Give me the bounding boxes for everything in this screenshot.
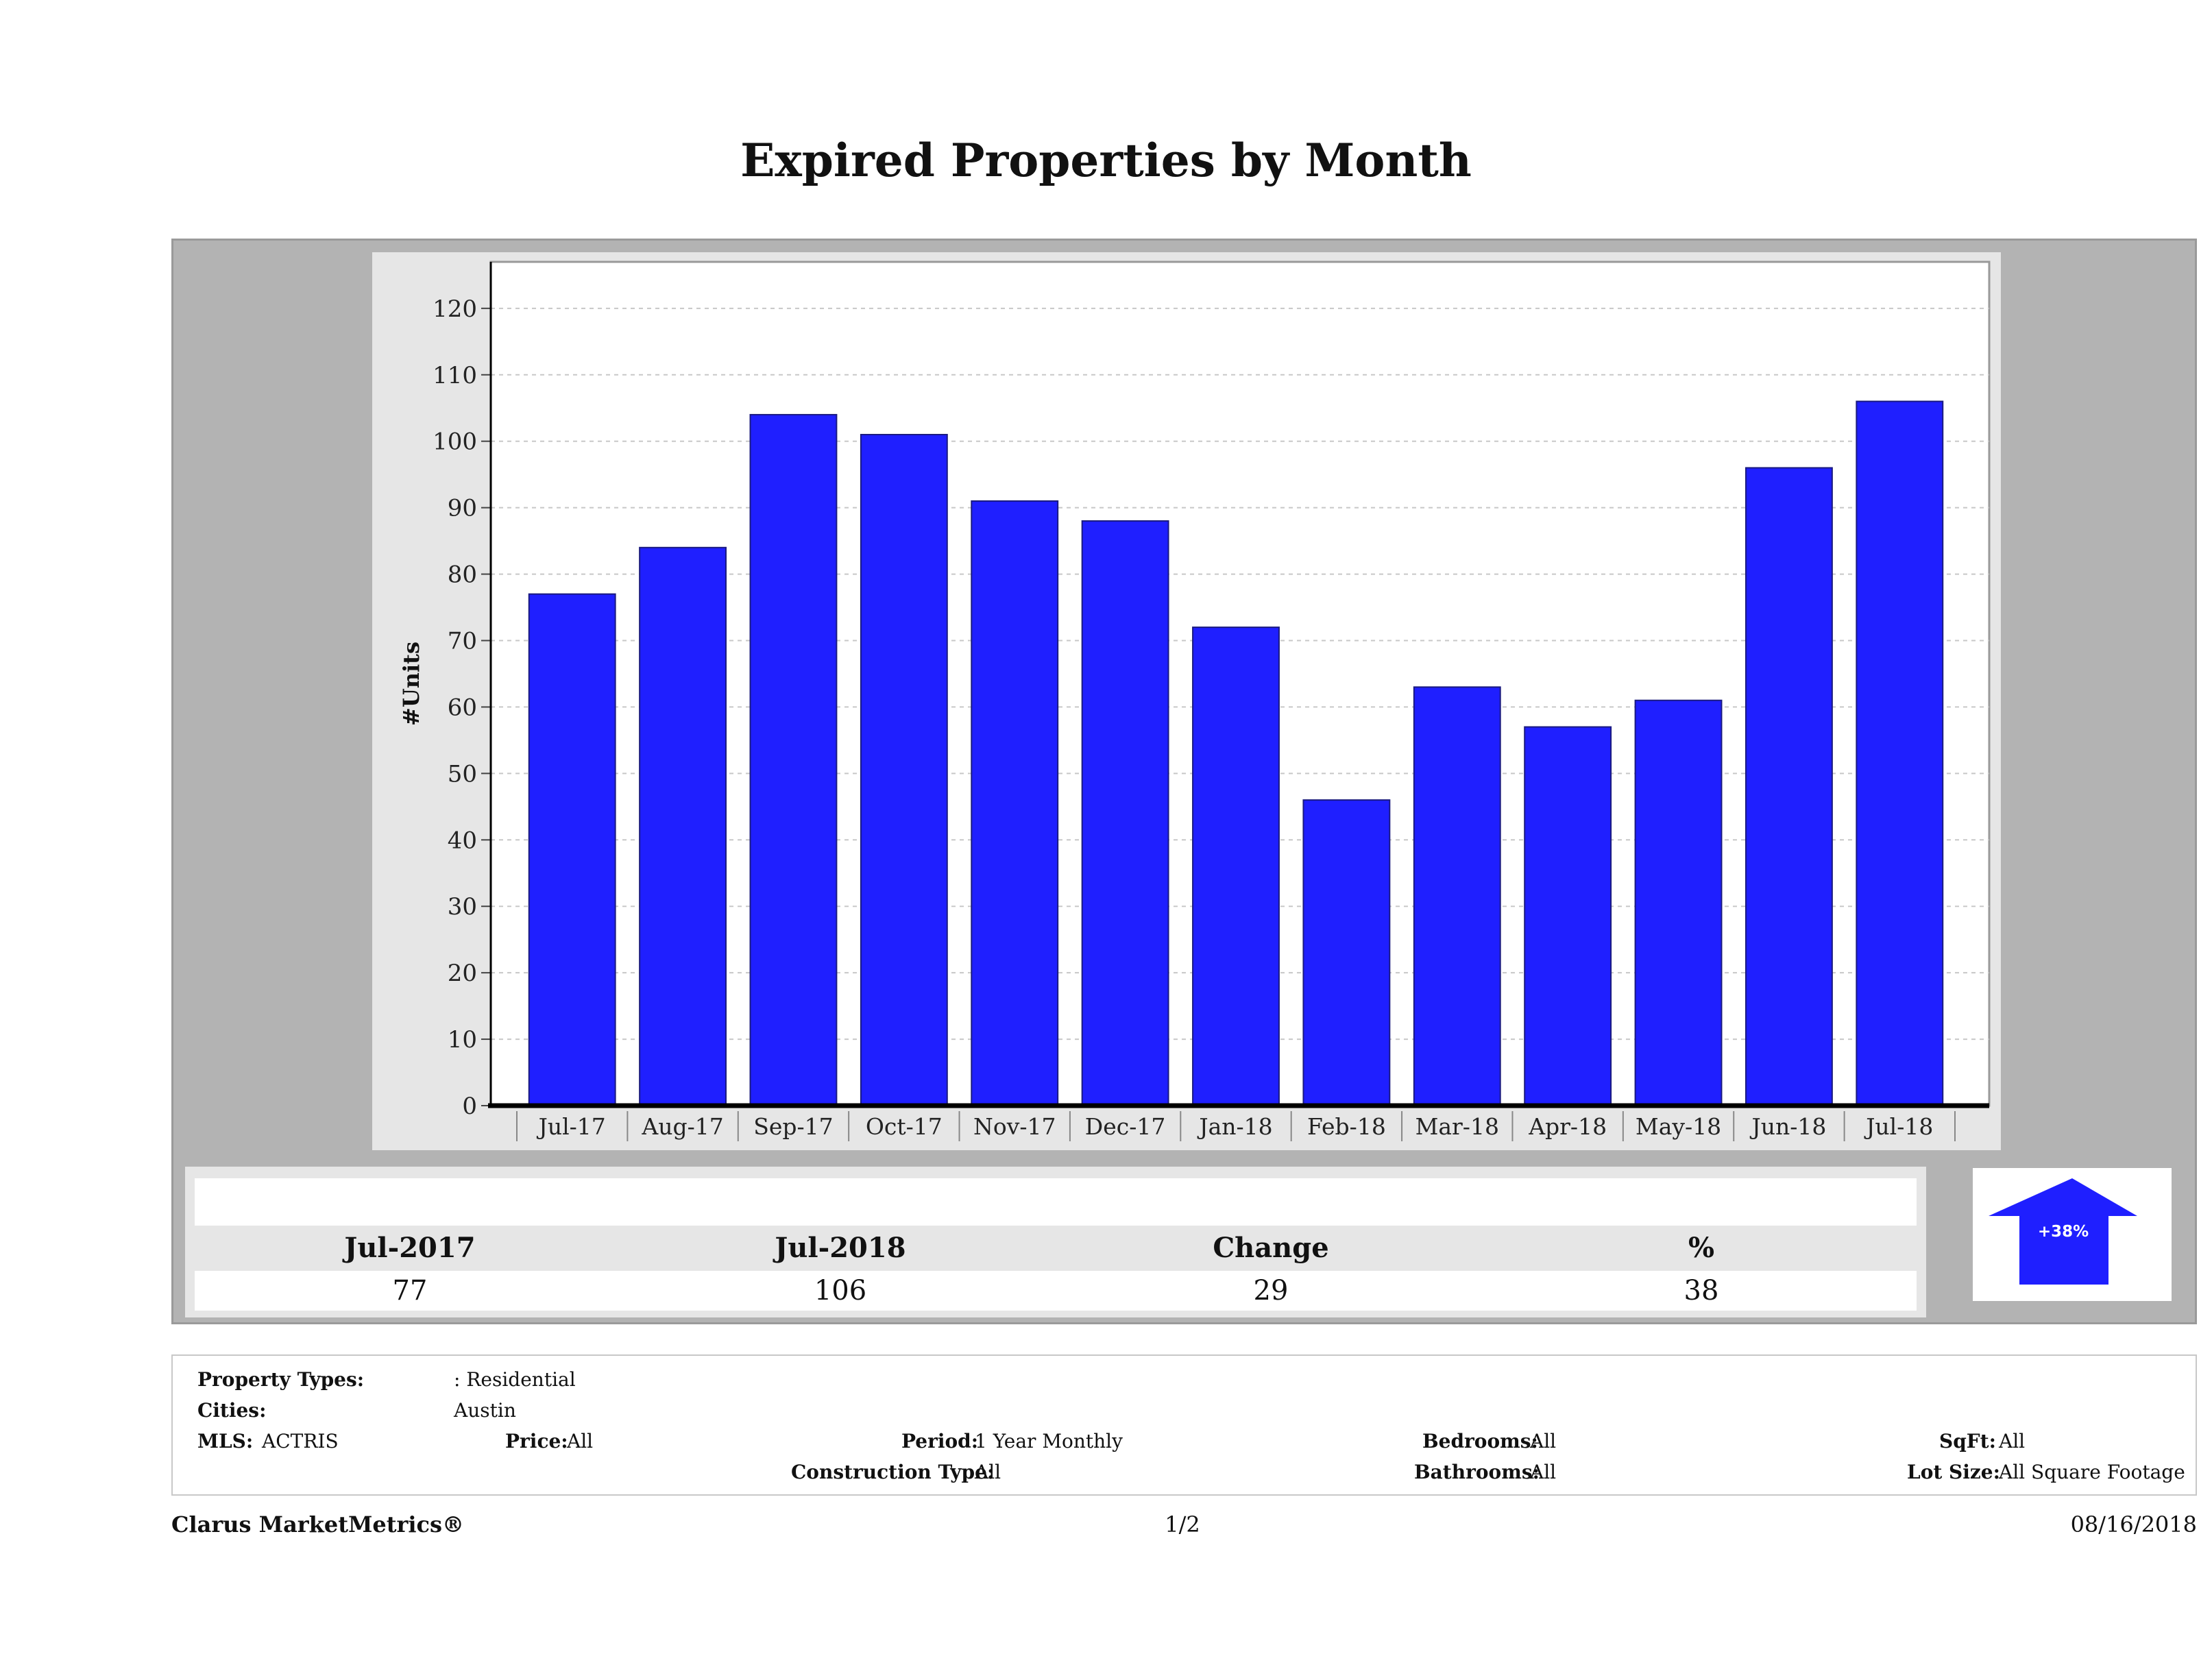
y-axis-title: #Units: [398, 642, 424, 726]
summary-value-prev: 77: [392, 1275, 428, 1306]
summary-header-prev: Jul-2017: [344, 1232, 476, 1264]
y-tick-label: 70: [448, 627, 477, 655]
bar: [860, 434, 948, 1106]
footer-date: 08/16/2018: [2070, 1511, 2197, 1537]
y-tick-label: 120: [433, 295, 477, 323]
footer-page-number: 1/2: [1165, 1511, 1200, 1537]
y-tick-label: 20: [448, 960, 477, 987]
y-tick-label: 100: [433, 428, 477, 456]
x-tick-label: Feb-18: [1307, 1113, 1386, 1140]
x-tick-label: Apr-18: [1528, 1113, 1607, 1140]
sqft-label: SqFt:: [1939, 1430, 1996, 1452]
bathrooms-label: Bathrooms:: [1414, 1461, 1540, 1483]
chart-frame: 0 10 20 30 40 50 60 70 80 90 100 110 120 Jul-17 Aug-17…: [171, 239, 2197, 1324]
bar: [528, 593, 616, 1106]
x-tick-label: Dec-17: [1085, 1113, 1166, 1140]
y-tick-label: 80: [448, 561, 477, 589]
y-tick-label: 0: [462, 1093, 477, 1120]
property-types-value: : Residential: [454, 1368, 576, 1391]
y-tick-label: 40: [448, 827, 477, 854]
summary-header-change: Change: [1213, 1232, 1329, 1264]
summary-value-percent: 38: [1684, 1275, 1719, 1306]
x-tick-label: Oct-17: [866, 1113, 943, 1140]
y-tick-label: 60: [448, 694, 477, 721]
x-tick-label: Jul-18: [1864, 1113, 1933, 1140]
bathrooms-value: All: [1530, 1461, 1557, 1483]
page-title: Expired Properties by Month: [740, 134, 1472, 187]
x-tick-label: May-18: [1636, 1113, 1721, 1140]
mls-value: ACTRIS: [262, 1430, 339, 1452]
x-tick-label: Sep-17: [753, 1113, 833, 1140]
bar-chart: 0 10 20 30 40 50 60 70 80 90 100 110 120 Jul-17 Aug-17…: [398, 260, 1991, 1141]
property-types-label: Property Types:: [197, 1368, 365, 1391]
summary-top-band: [195, 1178, 1917, 1226]
construction-type-label: Construction Type:: [791, 1461, 995, 1483]
bar: [749, 413, 838, 1106]
bar: [639, 546, 727, 1106]
x-tick-label: Jun-18: [1749, 1113, 1826, 1140]
summary-table: Jul-2017 Jul-2018 Change % 77 106 29 38: [185, 1167, 1926, 1317]
y-tick-label: 50: [448, 760, 477, 788]
search-criteria: Property Types: : Residential Cities: Au…: [171, 1354, 2197, 1496]
x-tick-label: Jan-18: [1197, 1113, 1272, 1140]
summary-value-band: [195, 1271, 1917, 1311]
period-value: 1 Year Monthly: [975, 1430, 1123, 1452]
bar: [1192, 627, 1280, 1106]
price-label: Price:: [505, 1430, 568, 1452]
x-tick-label: Jul-17: [537, 1113, 606, 1140]
cities-label: Cities:: [197, 1399, 267, 1422]
bar: [1745, 467, 1833, 1107]
price-value: All: [567, 1430, 594, 1452]
bar: [971, 500, 1059, 1106]
x-tick-label: Nov-17: [973, 1113, 1056, 1140]
y-tick-label: 10: [448, 1026, 477, 1054]
lot-size-label: Lot Size:: [1907, 1461, 2000, 1483]
summary-header-curr: Jul-2018: [775, 1232, 906, 1264]
mls-label: MLS:: [197, 1430, 254, 1452]
bar: [1524, 726, 1612, 1106]
y-tick-label: 90: [448, 495, 477, 522]
y-tick-label: 110: [433, 362, 477, 389]
summary-value-curr: 106: [814, 1275, 867, 1306]
summary-header-percent: %: [1688, 1232, 1714, 1264]
footer-brand: Clarus MarketMetrics®: [171, 1511, 465, 1537]
plot-panel: 0 10 20 30 40 50 60 70 80 90 100 110 120 Jul-17 Aug-17…: [372, 252, 2001, 1150]
up-arrow-icon: [1989, 1178, 2137, 1285]
trend-indicator: +38%: [1973, 1168, 2172, 1301]
sqft-value: All: [1999, 1430, 2026, 1452]
trend-label: +38%: [2037, 1223, 2089, 1241]
summary-value-change: 29: [1253, 1275, 1289, 1306]
bar: [1413, 686, 1501, 1106]
bar: [1081, 520, 1169, 1106]
period-label: Period:: [901, 1430, 979, 1452]
bar: [1856, 400, 1944, 1107]
x-tick-label: Aug-17: [641, 1113, 723, 1140]
bedrooms-label: Bedrooms:: [1422, 1430, 1538, 1452]
bar: [1302, 799, 1391, 1106]
x-tick-label: Mar-18: [1415, 1113, 1499, 1140]
bar: [1634, 699, 1723, 1106]
cities-value: Austin: [454, 1399, 516, 1422]
construction-type-value: All: [975, 1461, 1001, 1483]
lot-size-value: All Square Footage: [1999, 1461, 2185, 1483]
y-tick-label: 30: [448, 893, 477, 921]
bedrooms-value: All: [1530, 1430, 1557, 1452]
